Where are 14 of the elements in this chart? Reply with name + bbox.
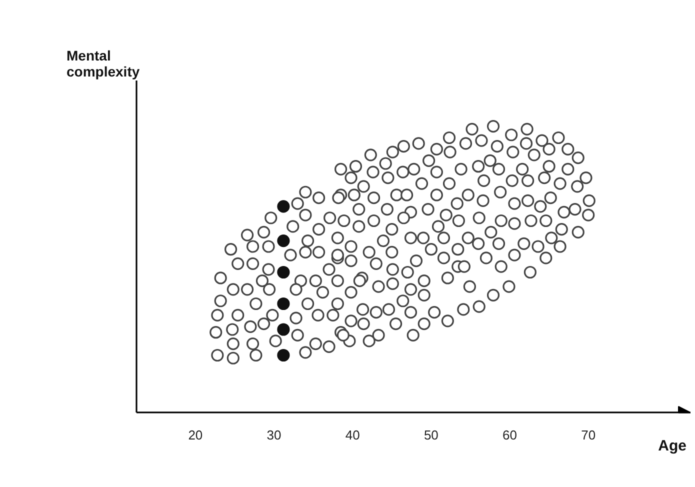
point <box>277 348 290 362</box>
point <box>277 266 290 279</box>
y-axis-title: Mental complexity <box>66 48 140 80</box>
x-tick-label: 40 <box>345 428 360 442</box>
point <box>277 234 290 248</box>
x-tick-label: 60 <box>502 428 517 442</box>
x-tick-label: 70 <box>581 428 596 442</box>
x-axis-title: Age <box>658 438 687 454</box>
point <box>277 323 290 336</box>
point <box>277 200 290 213</box>
x-tick-label: 30 <box>266 428 282 442</box>
x-tick-label: 20 <box>188 428 203 442</box>
point <box>277 297 290 310</box>
x-tick-label: 50 <box>424 428 438 442</box>
